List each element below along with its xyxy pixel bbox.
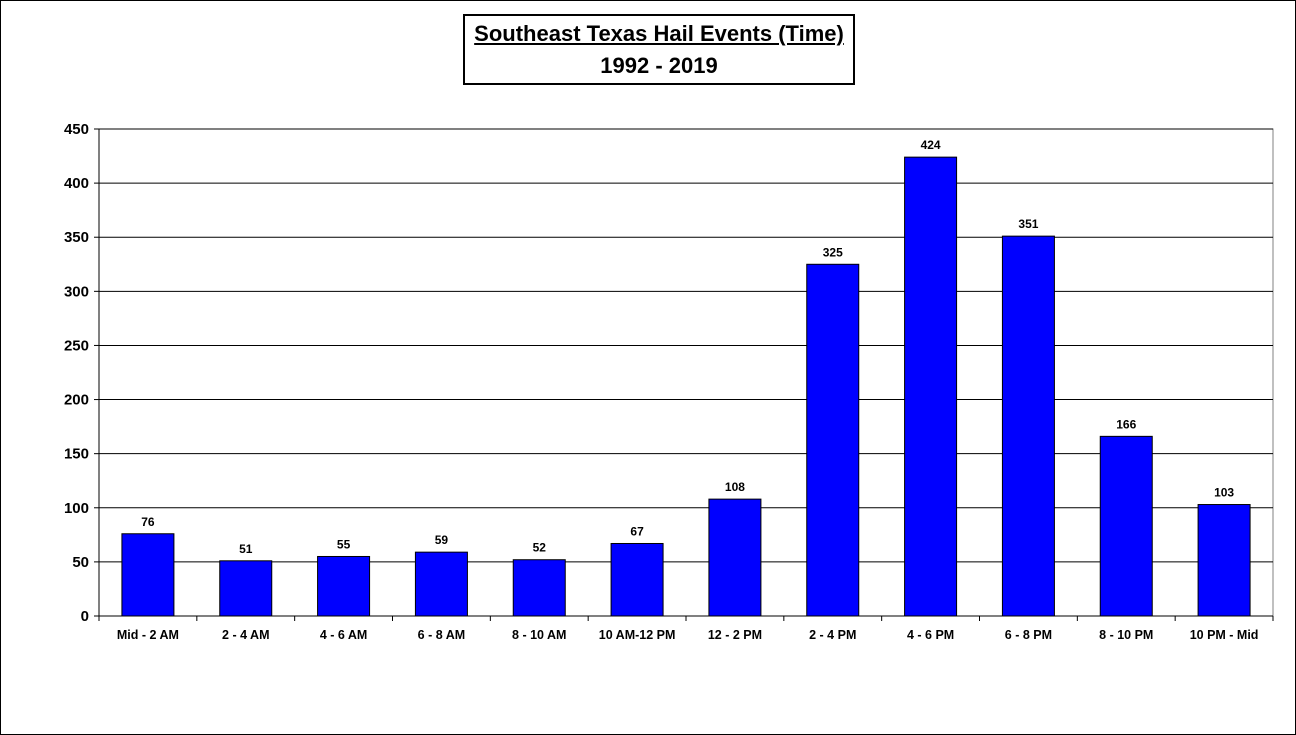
x-category-label: 6 - 8 AM — [418, 628, 465, 642]
bar-value-label: 52 — [533, 541, 547, 555]
chart-title: Southeast Texas Hail Events (Time) — [474, 21, 844, 46]
y-tick-label: 50 — [72, 554, 89, 571]
bar — [414, 551, 468, 617]
bar — [1099, 435, 1153, 617]
y-tick-label: 150 — [64, 446, 89, 463]
x-category-label: 2 - 4 PM — [809, 628, 856, 642]
bar — [610, 542, 664, 617]
bar-value-label: 55 — [337, 537, 351, 551]
x-category-label: 2 - 4 AM — [222, 628, 269, 642]
y-tick-label: 350 — [64, 229, 89, 246]
bar — [512, 559, 566, 617]
y-tick-label: 0 — [81, 608, 89, 625]
plot-area — [98, 128, 1274, 617]
y-tick-label: 450 — [64, 121, 89, 138]
bar — [806, 263, 860, 617]
y-tick-label: 250 — [64, 337, 89, 354]
bar-value-label: 51 — [239, 542, 253, 556]
x-category-label: 10 PM - Mid — [1190, 628, 1259, 642]
y-tick-label: 400 — [64, 175, 89, 192]
bar — [219, 560, 273, 617]
bar — [317, 555, 371, 617]
x-category-label: Mid - 2 AM — [117, 628, 179, 642]
bar — [1001, 235, 1055, 617]
bar — [708, 498, 762, 617]
x-category-label: 10 AM-12 PM — [599, 628, 676, 642]
bar-value-label: 166 — [1116, 417, 1136, 431]
bar — [904, 156, 958, 617]
y-tick-label: 200 — [64, 392, 89, 409]
bar-value-label: 351 — [1018, 217, 1038, 231]
chart-subtitle: 1992 - 2019 — [600, 53, 718, 78]
y-tick-label: 300 — [64, 283, 89, 300]
bar — [121, 533, 175, 617]
chart-title-box: Southeast Texas Hail Events (Time) 1992 … — [463, 14, 855, 85]
bar — [1197, 504, 1251, 617]
x-category-label: 12 - 2 PM — [708, 628, 762, 642]
y-tick-label: 100 — [64, 500, 89, 517]
bar-value-label: 59 — [435, 533, 449, 547]
x-category-label: 8 - 10 PM — [1099, 628, 1153, 642]
bar-value-label: 67 — [630, 524, 644, 538]
bar-value-label: 76 — [141, 515, 155, 529]
x-category-label: 4 - 6 AM — [320, 628, 367, 642]
x-category-label: 6 - 8 PM — [1005, 628, 1052, 642]
x-category-label: 8 - 10 AM — [512, 628, 566, 642]
bar-value-label: 103 — [1214, 486, 1234, 500]
bar-value-label: 325 — [823, 245, 843, 259]
bar-value-label: 424 — [921, 138, 941, 152]
x-category-label: 4 - 6 PM — [907, 628, 954, 642]
bar-value-label: 108 — [725, 480, 745, 494]
